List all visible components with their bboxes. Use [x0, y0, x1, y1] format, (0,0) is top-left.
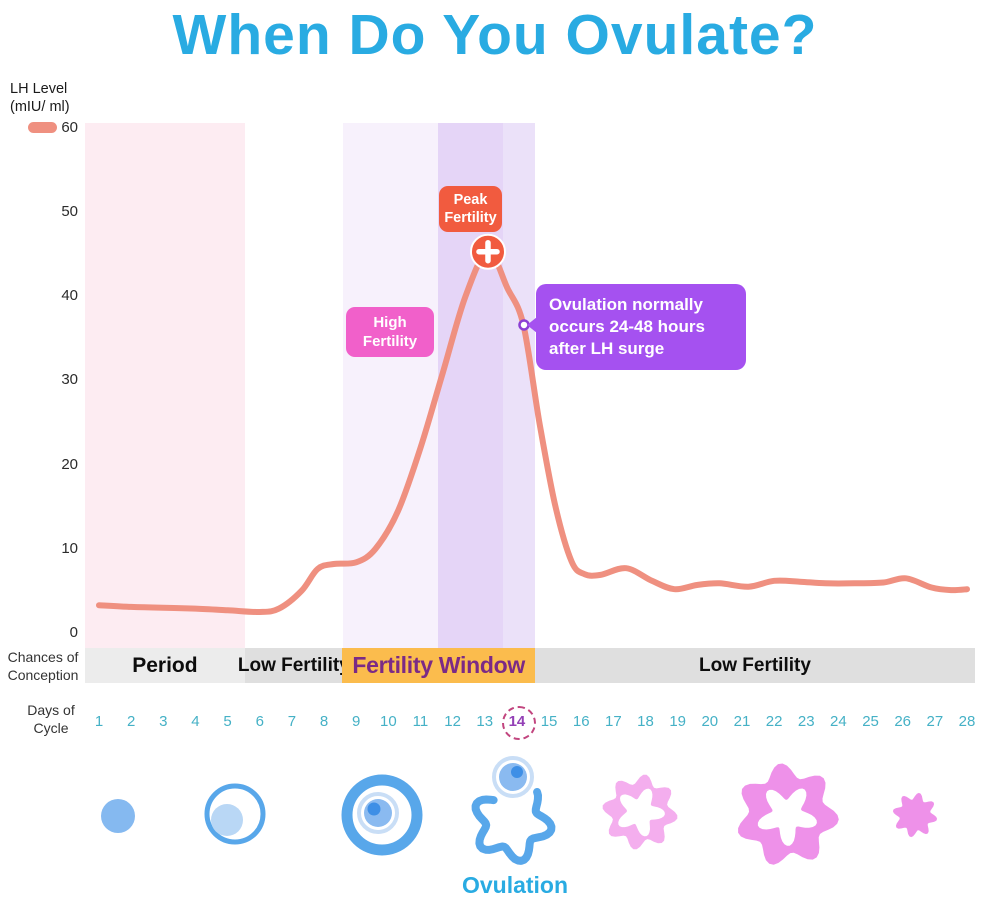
y-axis-title: LH Level (mIU/ ml): [10, 80, 70, 116]
y-tick-10: 10: [61, 539, 78, 557]
mature-follicle-icon: [341, 774, 423, 856]
high-fertility-band: [343, 123, 439, 648]
primordial-follicle-icon: [101, 799, 135, 833]
y-tick-0: 0: [69, 624, 78, 641]
developing-follicle-icon: [204, 783, 266, 845]
peak-fertility-label: Peak Fertility: [439, 186, 502, 232]
cycle-day-17: 17: [605, 713, 622, 730]
cycle-day-23: 23: [797, 713, 815, 730]
cycle-day-1: 1: [94, 713, 104, 730]
page-title: When Do You Ovulate?: [172, 3, 818, 67]
released-egg: [499, 763, 527, 791]
cycle-day-8: 8: [319, 713, 329, 730]
mature-follicle-egg: [364, 799, 392, 827]
corpus-luteum-icon: [738, 763, 839, 865]
cycle-day-10: 10: [379, 713, 397, 730]
ovulation-follicle-icon: [471, 788, 556, 865]
released-egg-nucleus: [511, 766, 523, 778]
y-tick-30: 30: [61, 371, 78, 389]
y-axis-title-line2: (mIU/ ml): [10, 99, 70, 115]
day-14-highlight-ring: [502, 706, 536, 740]
cycle-day-4: 4: [191, 713, 200, 730]
cycle-day-3: 3: [159, 713, 168, 730]
released-egg-halo: [492, 756, 534, 798]
cycle-day-25: 25: [862, 713, 879, 730]
bar-segment-period: Period: [84, 648, 246, 683]
cycle-day-5: 5: [223, 713, 232, 730]
cycle-day-22: 22: [765, 713, 783, 730]
early-corpus-luteum-icon: [602, 774, 678, 850]
post-peak-band: [503, 123, 535, 648]
lh-line-legend-swatch: [28, 122, 57, 133]
mature-follicle-nucleus: [367, 802, 381, 816]
degenerating-corpus-luteum-icon: [892, 792, 938, 838]
y-axis-title-line1: LH Level: [10, 81, 68, 97]
y-tick-60: 60: [61, 118, 78, 136]
cycle-day-9: 9: [352, 713, 361, 730]
bar-segment-fertility-window: Fertility Window: [342, 648, 535, 683]
cycle-day-27: 27: [926, 713, 944, 730]
high-fertility-line1: High: [373, 314, 407, 331]
peak-fertility-line1: Peak: [453, 192, 488, 208]
cycle-day-11: 11: [412, 713, 429, 730]
cycle-day-18: 18: [637, 713, 654, 730]
cycle-day-28: 28: [958, 713, 976, 730]
mature-follicle-halo: [357, 792, 399, 834]
cycle-day-21: 21: [733, 713, 751, 730]
cycle-day-26: 26: [894, 713, 912, 730]
conception-row-label: Chances of Conception: [7, 649, 79, 683]
bar-segment-low-fertility-left: Low Fertility: [238, 648, 350, 683]
cycle-day-12: 12: [444, 713, 461, 730]
high-fertility-label: High Fertility: [346, 307, 434, 357]
period-band: [84, 123, 246, 648]
ovulation-tooltip: Ovulation normally occurs 24-48 hours af…: [527, 284, 746, 370]
cycle-day-7: 7: [287, 713, 297, 730]
cycle-day-6: 6: [255, 713, 264, 730]
cycle-day-13: 13: [476, 713, 494, 730]
y-tick-20: 20: [61, 455, 78, 473]
ovulation-caption: Ovulation: [461, 872, 569, 898]
y-tick-40: 40: [61, 287, 78, 305]
cycle-day-16: 16: [572, 713, 590, 730]
cycle-day-20: 20: [701, 713, 719, 730]
y-tick-50: 50: [61, 203, 78, 221]
cycle-day-19: 19: [669, 713, 686, 730]
cycle-day-15: 15: [540, 713, 558, 730]
peak-fertility-line2: Fertility: [444, 210, 497, 226]
cycle-day-2: 2: [126, 713, 136, 730]
developing-follicle-oocyte: [211, 804, 243, 836]
cycle-day-24: 24: [830, 713, 847, 730]
bar-segment-low-fertility-right: Low Fertility: [534, 648, 975, 683]
high-fertility-line2: Fertility: [362, 333, 418, 350]
days-row-label: Days of Cycle: [27, 702, 75, 736]
